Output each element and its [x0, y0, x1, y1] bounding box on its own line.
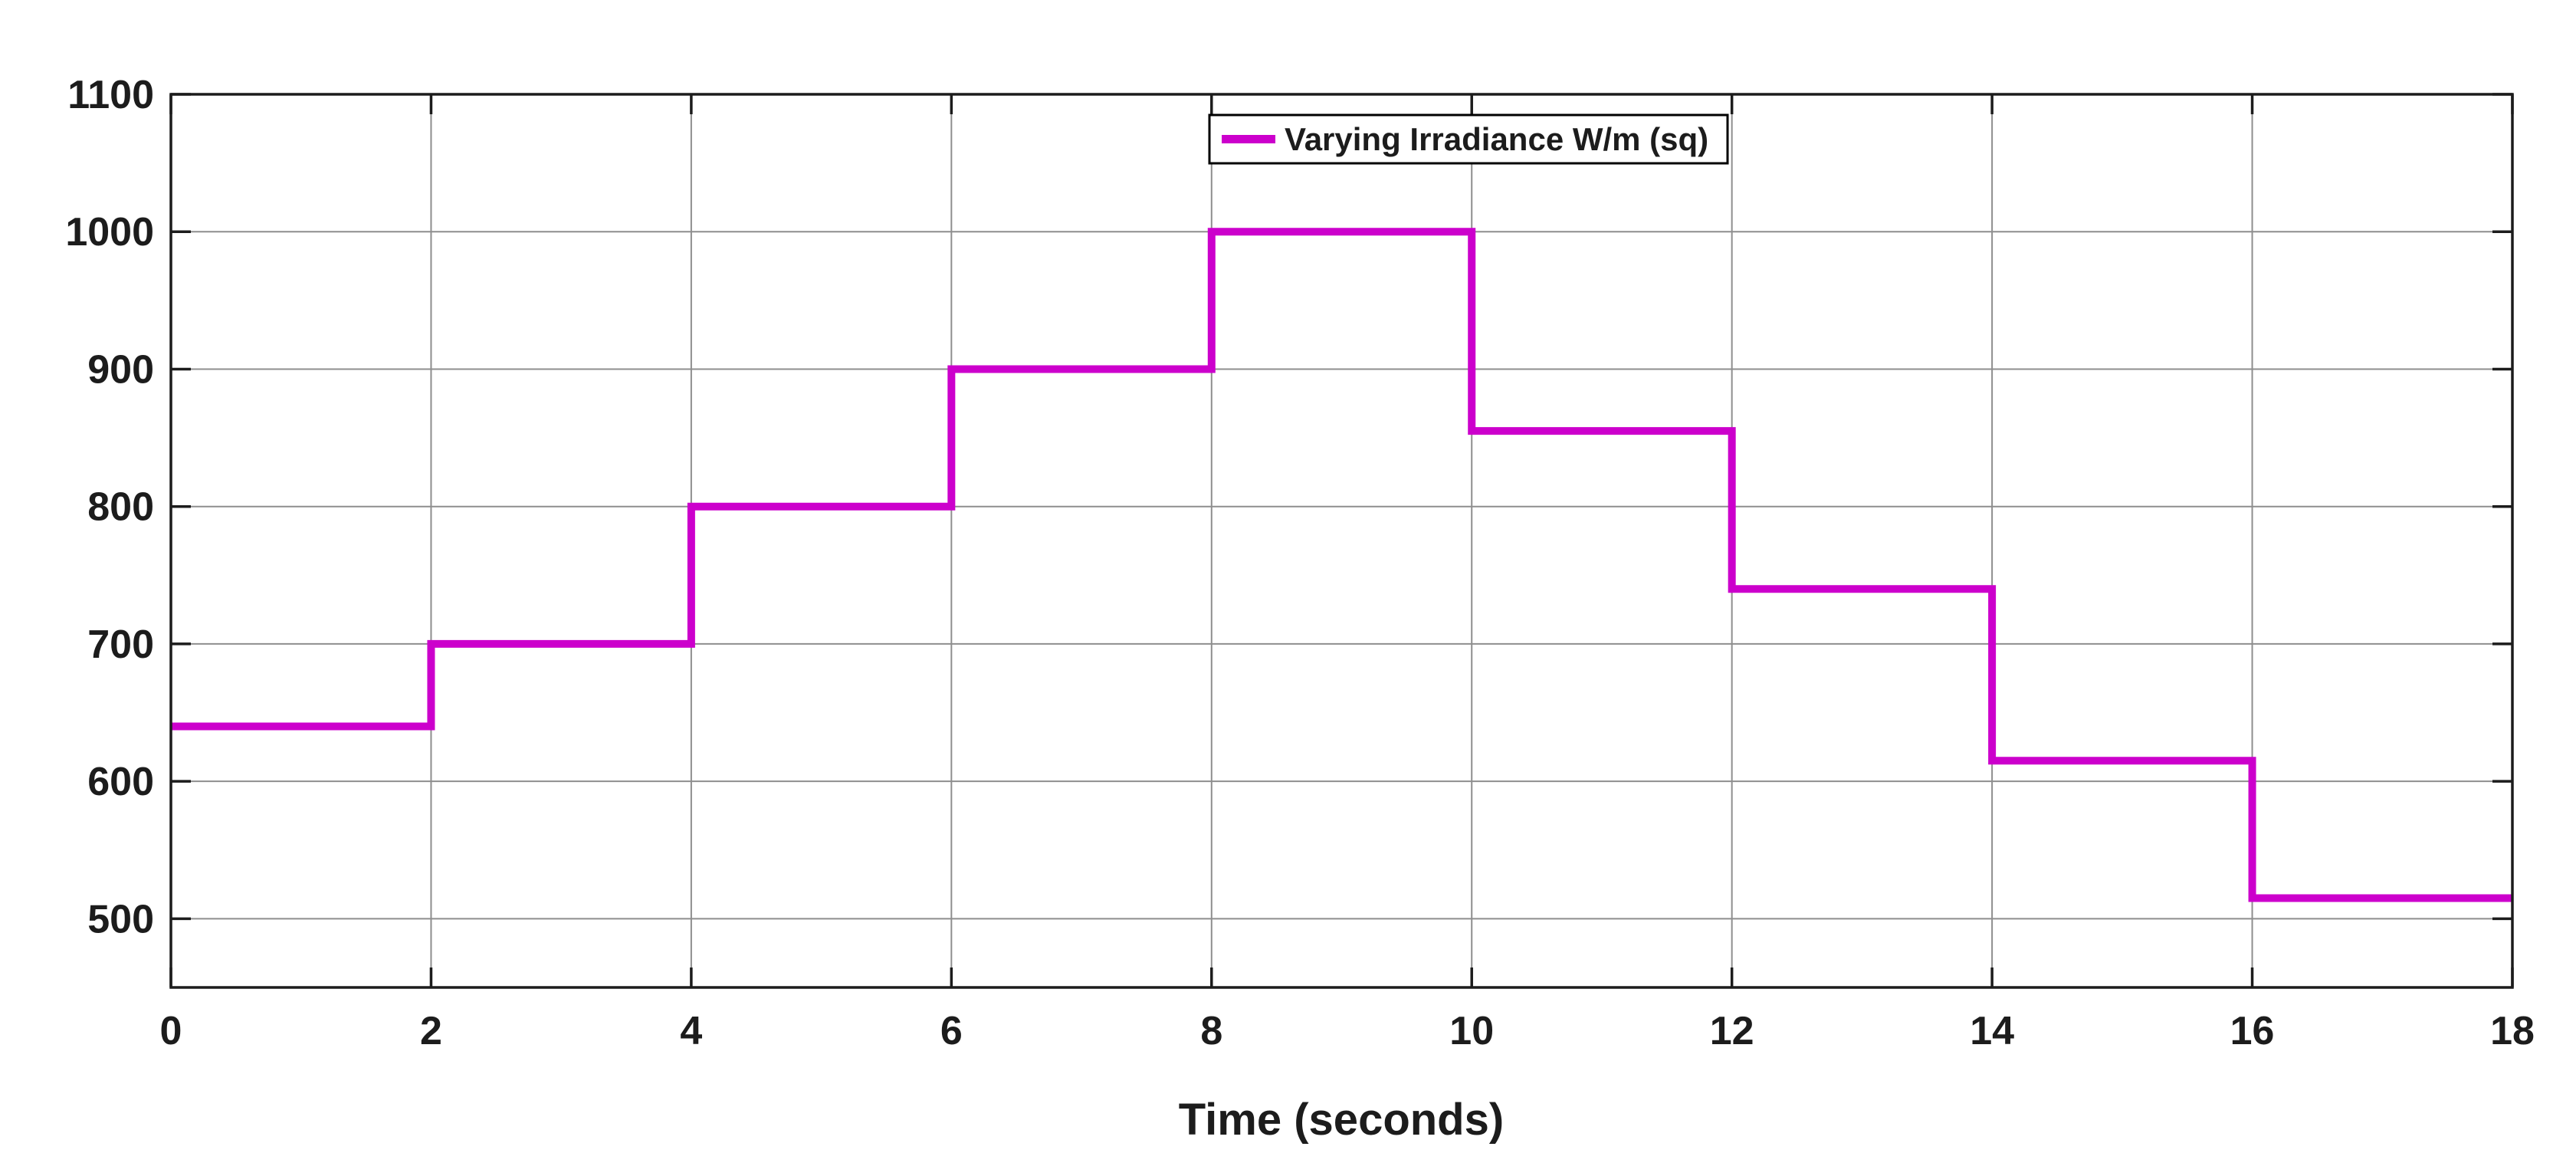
tick-label-layer: 0 2 4 6 8 10 12 14 16 18 500 600 700 800 900 1000 1100: [65, 73, 2535, 1053]
irradiance-step-line: [171, 228, 2512, 902]
x-tick-label: 18: [2490, 1009, 2535, 1053]
x-tick-label: 8: [1200, 1009, 1222, 1053]
y-tick-label: 1100: [67, 73, 154, 117]
y-tick-label: 800: [87, 485, 154, 530]
series-layer: [171, 228, 2512, 902]
x-tick-label: 4: [680, 1009, 702, 1053]
x-tick-label: 2: [420, 1009, 442, 1053]
y-tick-label: 1000: [65, 210, 154, 255]
x-tick-label: 14: [1970, 1009, 2014, 1053]
y-tick-label: 900: [87, 347, 154, 392]
legend-label: Varying Irradiance W/m (sq): [1285, 121, 1708, 157]
y-tick-label: 700: [87, 623, 154, 667]
legend-box: [1208, 113, 1729, 165]
legend: Varying Irradiance W/m (sq): [1208, 113, 1729, 165]
x-tick-label: 6: [940, 1009, 963, 1053]
plot-area: [171, 94, 2512, 987]
x-tick-label: 16: [2230, 1009, 2275, 1053]
y-tick-label: 500: [87, 897, 154, 941]
x-tick-label: 10: [1449, 1009, 1494, 1053]
x-tick-label: 12: [1710, 1009, 1754, 1053]
x-tick-label: 0: [160, 1009, 182, 1053]
y-tick-label: 600: [87, 760, 154, 804]
axes-box: [169, 93, 2514, 989]
x-axis-title: Time (seconds): [1179, 1095, 1504, 1145]
